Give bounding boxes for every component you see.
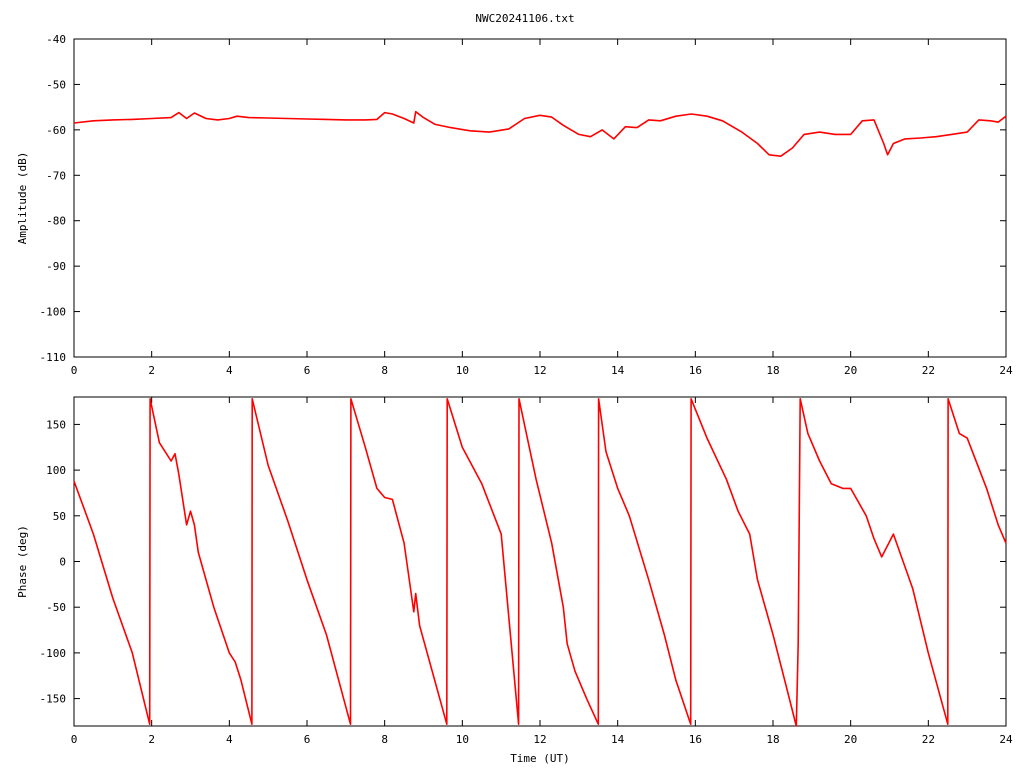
x-tick-label: 8 xyxy=(381,364,388,377)
plot-frame xyxy=(73,396,1007,727)
y-tick-label: -80 xyxy=(46,215,66,228)
y-tick-label: 50 xyxy=(53,510,66,523)
x-tick-label: 10 xyxy=(456,733,469,746)
y-axis-label: Amplitude (dB) xyxy=(16,152,29,245)
x-tick-label: 24 xyxy=(999,733,1013,746)
x-tick-label: 4 xyxy=(226,364,233,377)
chart-title: NWC20241106.txt xyxy=(475,12,574,25)
x-tick-label: 24 xyxy=(999,364,1013,377)
amplitude-plot: 0 2 4 6 8 10 12 14 16 18 20 22 24-110-100-90-80-70-6… xyxy=(16,33,1013,377)
x-tick-label: 6 xyxy=(304,733,311,746)
x-tick-label: 12 xyxy=(533,364,546,377)
x-tick-label: 22 xyxy=(922,733,935,746)
x-tick-label: 0 xyxy=(71,364,78,377)
y-tick-label: -50 xyxy=(46,601,66,614)
y-tick-label: -100 xyxy=(40,647,67,660)
plot-frame xyxy=(73,38,1007,358)
y-tick-label: -100 xyxy=(40,306,67,319)
x-tick-label: 0 xyxy=(71,733,78,746)
x-tick-label: 20 xyxy=(844,364,857,377)
y-tick-label: -40 xyxy=(46,33,66,46)
y-tick-label: -90 xyxy=(46,260,66,273)
y-tick-label: -110 xyxy=(40,351,67,364)
y-tick-label: -150 xyxy=(40,693,67,706)
x-tick-label: 4 xyxy=(226,733,233,746)
x-tick-label: 18 xyxy=(766,364,779,377)
x-tick-label: 14 xyxy=(611,364,625,377)
y-tick-label: 0 xyxy=(59,556,66,569)
x-tick-label: 14 xyxy=(611,733,625,746)
x-tick-label: 6 xyxy=(304,364,311,377)
x-axis-label: Time (UT) xyxy=(510,752,570,765)
y-tick-label: -50 xyxy=(46,78,66,91)
y-tick-label: -70 xyxy=(46,169,66,182)
x-tick-label: 8 xyxy=(381,733,388,746)
x-tick-label: 22 xyxy=(922,364,935,377)
phase-plot: 0 2 4 6 8 10 12 14 16 18 20 22 24-150-100-5005010015… xyxy=(16,396,1013,765)
x-tick-label: 2 xyxy=(148,364,155,377)
x-tick-label: 18 xyxy=(766,733,779,746)
x-tick-label: 16 xyxy=(689,364,702,377)
y-tick-label: -60 xyxy=(46,124,66,137)
x-tick-label: 2 xyxy=(148,733,155,746)
x-tick-label: 12 xyxy=(533,733,546,746)
x-tick-label: 16 xyxy=(689,733,702,746)
amplitude-series-line xyxy=(73,110,1007,157)
x-tick-label: 20 xyxy=(844,733,857,746)
y-tick-label: 150 xyxy=(46,418,66,431)
y-axis-label: Phase (deg) xyxy=(16,525,29,598)
y-tick-label: 100 xyxy=(46,464,66,477)
x-tick-label: 10 xyxy=(456,364,469,377)
phase-series-line xyxy=(73,397,1007,727)
